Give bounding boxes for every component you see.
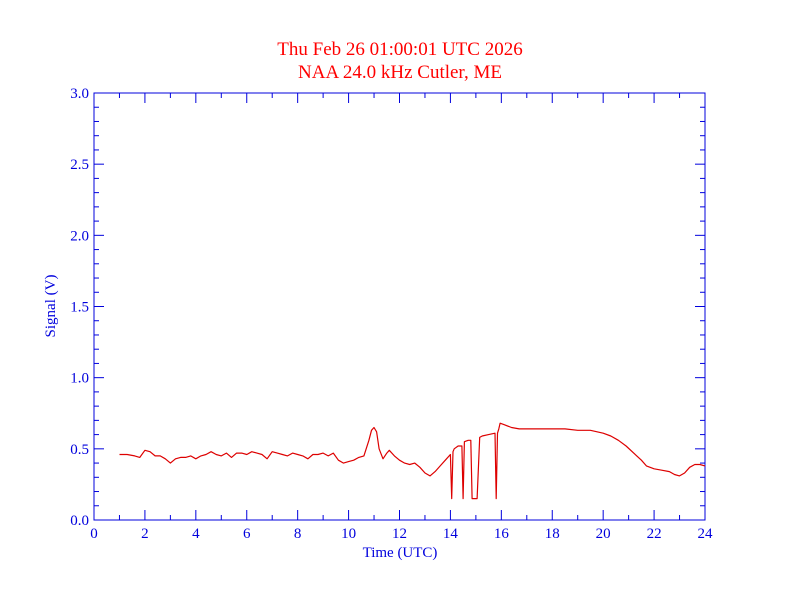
x-tick-label: 14 [443, 526, 459, 542]
y-axis: 0.0 0.5 1.0 1.5 2.0 2.5 3.0 [70, 86, 705, 529]
x-tick-label: 12 [392, 526, 407, 542]
x-tick-label: 24 [698, 526, 714, 542]
x-tick-label: 4 [192, 526, 200, 542]
x-tick-label: 16 [494, 526, 510, 542]
x-tick-label: 0 [90, 526, 98, 542]
plot-frame [93, 92, 706, 521]
y-tick-label: 2.5 [70, 157, 89, 173]
x-tick-label: 18 [545, 526, 560, 542]
y-tick-label: 0.0 [70, 513, 89, 529]
x-tick-label: 2 [141, 526, 149, 542]
x-tick-label: 8 [294, 526, 302, 542]
x-axis-label: Time (UTC) [363, 545, 438, 561]
x-tick-label: 10 [341, 526, 356, 542]
y-axis-label: Signal (V) [43, 275, 59, 338]
x-tick-label: 6 [243, 526, 251, 542]
chart-subtitle: NAA 24.0 kHz Cutler, ME [298, 62, 502, 83]
y-tick-label: 3.0 [70, 86, 89, 102]
chart-title: Thu Feb 26 01:00:01 UTC 2026 [277, 39, 522, 60]
plot-area [119, 422, 706, 500]
y-tick-label: 2.0 [70, 228, 89, 244]
y-tick-label: 1.5 [70, 300, 89, 316]
signal-line [119, 422, 706, 500]
x-axis: 0 2 4 6 8 10 12 14 16 18 20 22 24 [90, 93, 713, 542]
y-tick-label: 0.5 [70, 442, 89, 458]
x-tick-label: 22 [647, 526, 662, 542]
y-tick-label: 1.0 [70, 371, 89, 387]
x-tick-label: 20 [596, 526, 611, 542]
